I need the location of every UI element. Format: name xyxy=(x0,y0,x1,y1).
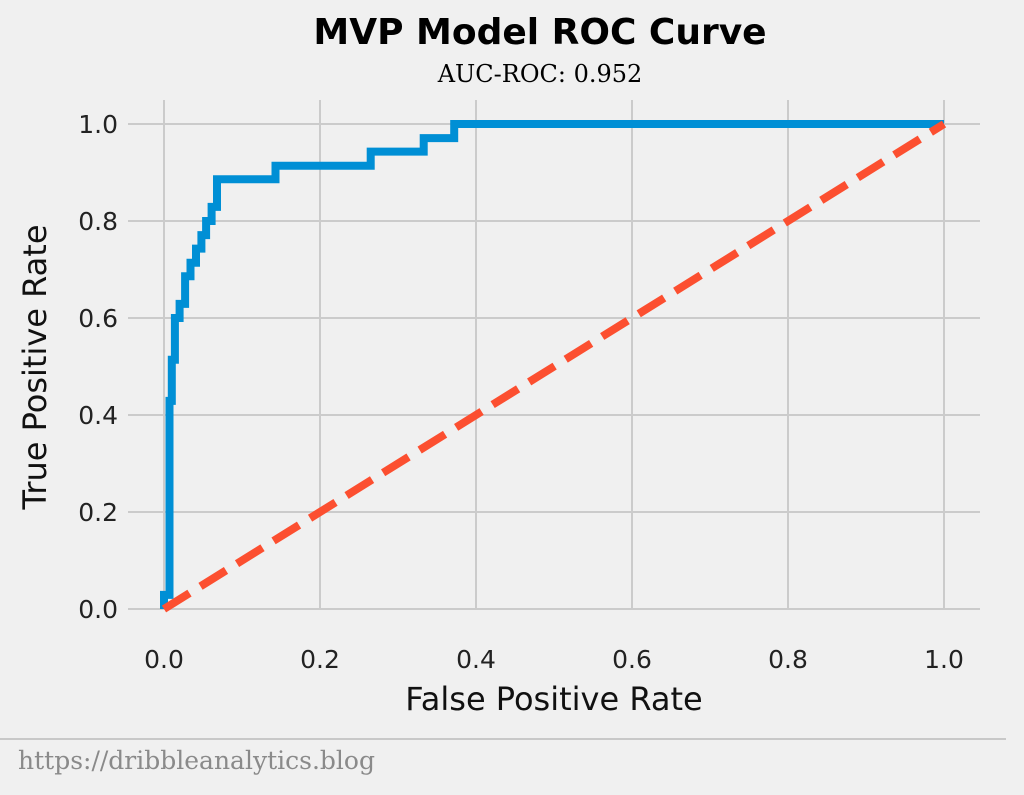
y-tick-label: 0.4 xyxy=(78,401,118,430)
roc-curve-line xyxy=(160,120,944,609)
chart-subtitle: AUC-ROC: 0.952 xyxy=(437,60,643,88)
y-tick-label: 0.8 xyxy=(78,207,118,236)
roc-chart: 0.0 0.2 0.4 0.6 0.8 1.0 0.0 0.2 0.4 0.6 0.8 1.0 Fal… xyxy=(16,100,980,718)
y-axis-label: True Positive Rate xyxy=(16,224,54,510)
footer-divider xyxy=(0,738,1006,740)
x-tick-label: 0.8 xyxy=(768,645,808,674)
x-tick-label: 0.6 xyxy=(612,645,652,674)
y-tick-label: 0.6 xyxy=(78,304,118,333)
chart-title: MVP Model ROC Curve xyxy=(313,12,767,53)
x-tick-label: 1.0 xyxy=(924,645,964,674)
random-baseline-line xyxy=(161,120,947,613)
tick-labels: 0.0 0.2 0.4 0.6 0.8 1.0 0.0 0.2 0.4 0.6 0.8 1.0 xyxy=(78,110,964,674)
y-tick-label: 0.0 xyxy=(78,595,118,624)
footer-url: https://dribbleanalytics.blog xyxy=(18,746,375,775)
x-axis-label: False Positive Rate xyxy=(405,680,702,718)
x-tick-label: 0.4 xyxy=(456,645,496,674)
series-layer xyxy=(160,120,947,613)
x-tick-label: 0.2 xyxy=(300,645,340,674)
x-tick-label: 0.0 xyxy=(144,645,184,674)
grid xyxy=(128,100,980,610)
y-tick-label: 0.2 xyxy=(78,498,118,527)
y-tick-label: 1.0 xyxy=(78,110,118,139)
